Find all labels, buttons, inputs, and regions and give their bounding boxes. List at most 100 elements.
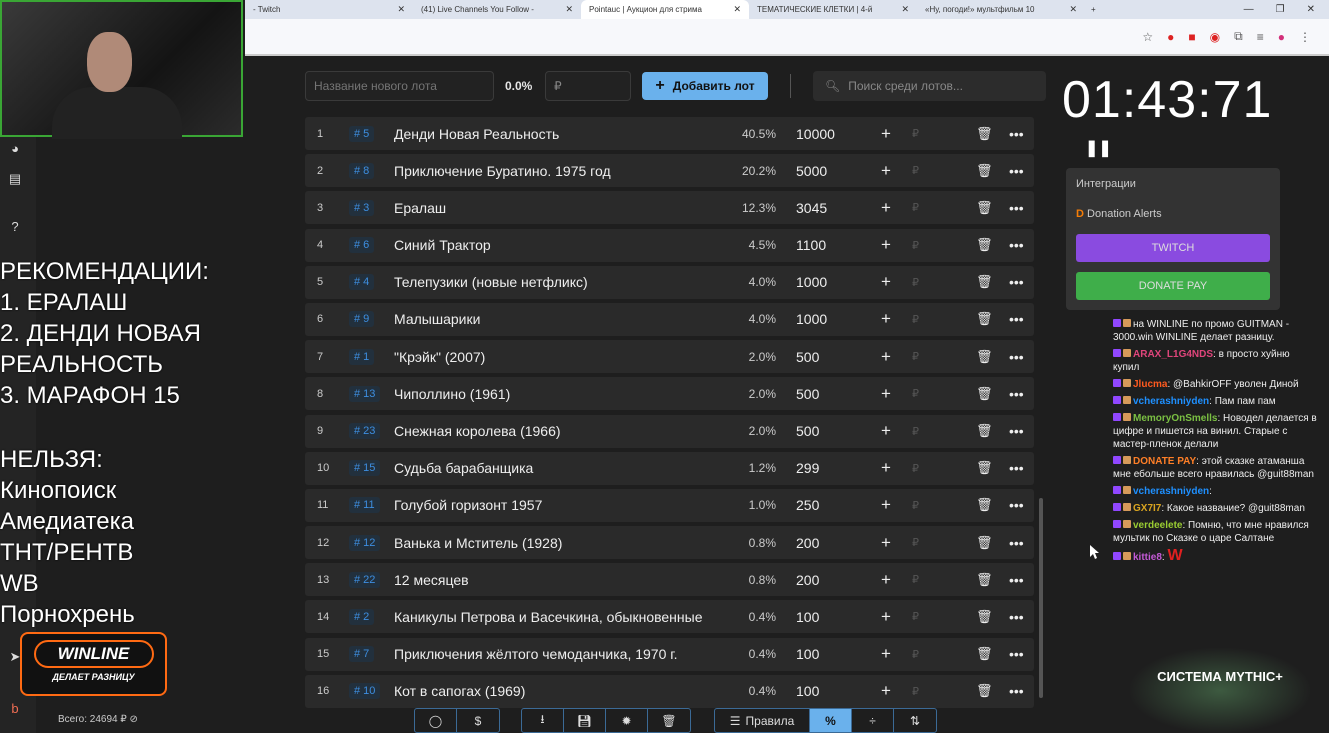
lot-amount[interactable]: 500 <box>796 348 820 365</box>
sort-button[interactable]: ⇅ <box>894 709 936 732</box>
lot-amount[interactable]: 100 <box>796 683 820 700</box>
delete-icon[interactable]: 🗑︎ <box>976 199 993 215</box>
more-options-icon[interactable]: ••• <box>1009 199 1024 216</box>
browser-tab[interactable]: Pointauc | Аукцион для стрима ✕ <box>581 0 749 19</box>
delete-icon[interactable]: 🗑︎ <box>976 571 993 587</box>
ruble-icon[interactable]: ₽ <box>912 351 919 364</box>
clear-button[interactable]: 🗑︎ <box>648 709 690 732</box>
twitch-button[interactable]: TWITCH <box>1076 234 1270 262</box>
delete-icon[interactable]: 🗑︎ <box>976 608 993 624</box>
ruble-icon[interactable]: ₽ <box>912 165 919 178</box>
lot-amount[interactable]: 200 <box>796 571 820 588</box>
more-options-icon[interactable]: ••• <box>1009 497 1024 514</box>
extension-icon[interactable]: ● <box>1167 29 1175 44</box>
more-options-icon[interactable]: ••• <box>1009 162 1024 179</box>
chat-username[interactable]: kittie8 <box>1133 552 1162 563</box>
delete-icon[interactable]: 🗑︎ <box>976 646 993 662</box>
browser-tab[interactable]: «Ну, погоди!» мультфильм 10 ✕ <box>917 0 1085 19</box>
more-options-icon[interactable]: ••• <box>1009 423 1024 439</box>
add-amount-icon[interactable]: + <box>881 532 891 552</box>
delete-icon[interactable]: 🗑︎ <box>976 311 993 327</box>
pause-icon[interactable]: ❚❚ <box>1085 140 1112 157</box>
maximize-icon[interactable]: ❐ <box>1275 4 1285 15</box>
add-amount-icon[interactable]: + <box>881 569 891 589</box>
boosty-icon[interactable]: b <box>11 701 19 716</box>
chat-username[interactable]: DONATE PAY <box>1133 456 1197 467</box>
browser-tab[interactable]: - Twitch ✕ <box>245 0 413 19</box>
chat-username[interactable]: MemoryOnSmells <box>1133 413 1218 424</box>
lot-amount[interactable]: 1000 <box>796 311 828 328</box>
add-amount-icon[interactable]: + <box>881 458 891 478</box>
divide-button[interactable]: ÷ <box>852 709 894 732</box>
donatepay-button[interactable]: DONATE PAY <box>1076 272 1270 300</box>
extension-icon[interactable]: ◉ <box>1209 29 1221 44</box>
add-amount-icon[interactable]: + <box>881 123 891 143</box>
clipboard-icon[interactable]: ▤ <box>8 171 22 186</box>
ruble-icon[interactable]: ₽ <box>912 611 919 624</box>
delete-icon[interactable]: 🗑︎ <box>976 460 993 476</box>
chat-username[interactable]: vcherashniyden <box>1133 396 1210 407</box>
close-tab-icon[interactable]: ✕ <box>397 4 405 14</box>
add-amount-icon[interactable]: + <box>881 346 891 366</box>
ruble-icon[interactable]: ₽ <box>912 276 919 289</box>
ruble-icon[interactable]: ₽ <box>912 648 919 661</box>
more-options-icon[interactable]: ••• <box>1009 646 1024 663</box>
scrollbar[interactable] <box>1039 498 1043 698</box>
new-lot-name-input[interactable] <box>305 71 494 101</box>
lot-amount[interactable]: 3045 <box>796 199 828 216</box>
delete-icon[interactable]: 🗑︎ <box>976 162 993 178</box>
browser-tab[interactable]: ТЕМАТИЧЕСКИЕ КЛЕТКИ | 4-й ✕ <box>749 0 917 19</box>
add-amount-icon[interactable]: + <box>881 309 891 329</box>
close-tab-icon[interactable]: ✕ <box>1069 4 1077 14</box>
lot-amount[interactable]: 10000 <box>796 125 835 142</box>
ruble-icon[interactable]: ₽ <box>912 462 919 475</box>
delete-icon[interactable]: 🗑︎ <box>976 497 993 513</box>
ruble-icon[interactable]: ₽ <box>912 499 919 512</box>
donate-button[interactable]: $ <box>457 709 499 732</box>
lot-amount[interactable]: 1100 <box>796 237 827 254</box>
add-amount-icon[interactable]: + <box>881 197 891 217</box>
add-amount-icon[interactable]: + <box>881 272 891 292</box>
new-lot-amount-input[interactable]: ₽ <box>545 71 631 101</box>
more-options-icon[interactable]: ••• <box>1009 534 1024 551</box>
chat-username[interactable]: ARAX_L1G4NDS <box>1133 349 1214 360</box>
lot-search-input[interactable]: 🔍︎ Поиск среди лотов... <box>813 71 1046 101</box>
chat-username[interactable]: vcherashniyden <box>1133 486 1210 497</box>
ruble-icon[interactable]: ₽ <box>912 425 919 438</box>
ruble-icon[interactable]: ₽ <box>912 685 919 698</box>
more-options-icon[interactable]: ••• <box>1009 311 1024 328</box>
lot-amount[interactable]: 5000 <box>796 162 828 179</box>
lot-amount[interactable]: 299 <box>796 460 820 477</box>
browser-tab[interactable]: (41) Live Channels You Follow - ✕ <box>413 0 581 19</box>
delete-icon[interactable]: 🗑︎ <box>976 237 993 253</box>
add-amount-icon[interactable]: + <box>881 495 891 515</box>
add-amount-icon[interactable]: + <box>881 383 891 403</box>
ruble-icon[interactable]: ₽ <box>912 537 919 550</box>
add-amount-icon[interactable]: + <box>881 160 891 180</box>
more-options-icon[interactable]: ••• <box>1009 608 1024 625</box>
telegram-icon[interactable]: ➤ <box>9 649 21 664</box>
percent-toggle[interactable]: % <box>810 709 852 732</box>
add-amount-icon[interactable]: + <box>881 421 891 440</box>
add-amount-icon[interactable]: + <box>881 235 891 255</box>
more-options-icon[interactable]: ••• <box>1009 683 1024 700</box>
delete-icon[interactable]: 🗑︎ <box>976 683 993 699</box>
ruble-icon[interactable]: ₽ <box>912 128 919 140</box>
ruble-icon[interactable]: ₽ <box>912 313 919 326</box>
more-options-icon[interactable]: ••• <box>1009 125 1024 142</box>
lot-amount[interactable]: 200 <box>796 534 820 551</box>
minimize-icon[interactable]: — <box>1243 4 1254 15</box>
delete-icon[interactable]: 🗑︎ <box>976 534 993 550</box>
chrome-icon[interactable]: ◕ <box>11 141 19 156</box>
chat-username[interactable]: GX7I7 <box>1133 503 1162 514</box>
more-options-icon[interactable]: ••• <box>1009 237 1024 254</box>
menu-kebab-icon[interactable]: ⋮ <box>1299 29 1311 44</box>
delete-icon[interactable]: 🗑︎ <box>976 348 993 364</box>
lot-amount[interactable]: 500 <box>796 385 820 402</box>
add-amount-icon[interactable]: + <box>881 606 891 626</box>
close-tab-icon[interactable]: ✕ <box>565 4 573 14</box>
profile-avatar[interactable]: ● <box>1277 29 1285 44</box>
more-options-icon[interactable]: ••• <box>1009 385 1024 402</box>
donation-alerts-toggle[interactable]: D Donation Alerts <box>1076 208 1162 220</box>
media-icon[interactable]: ≡ <box>1256 29 1264 44</box>
